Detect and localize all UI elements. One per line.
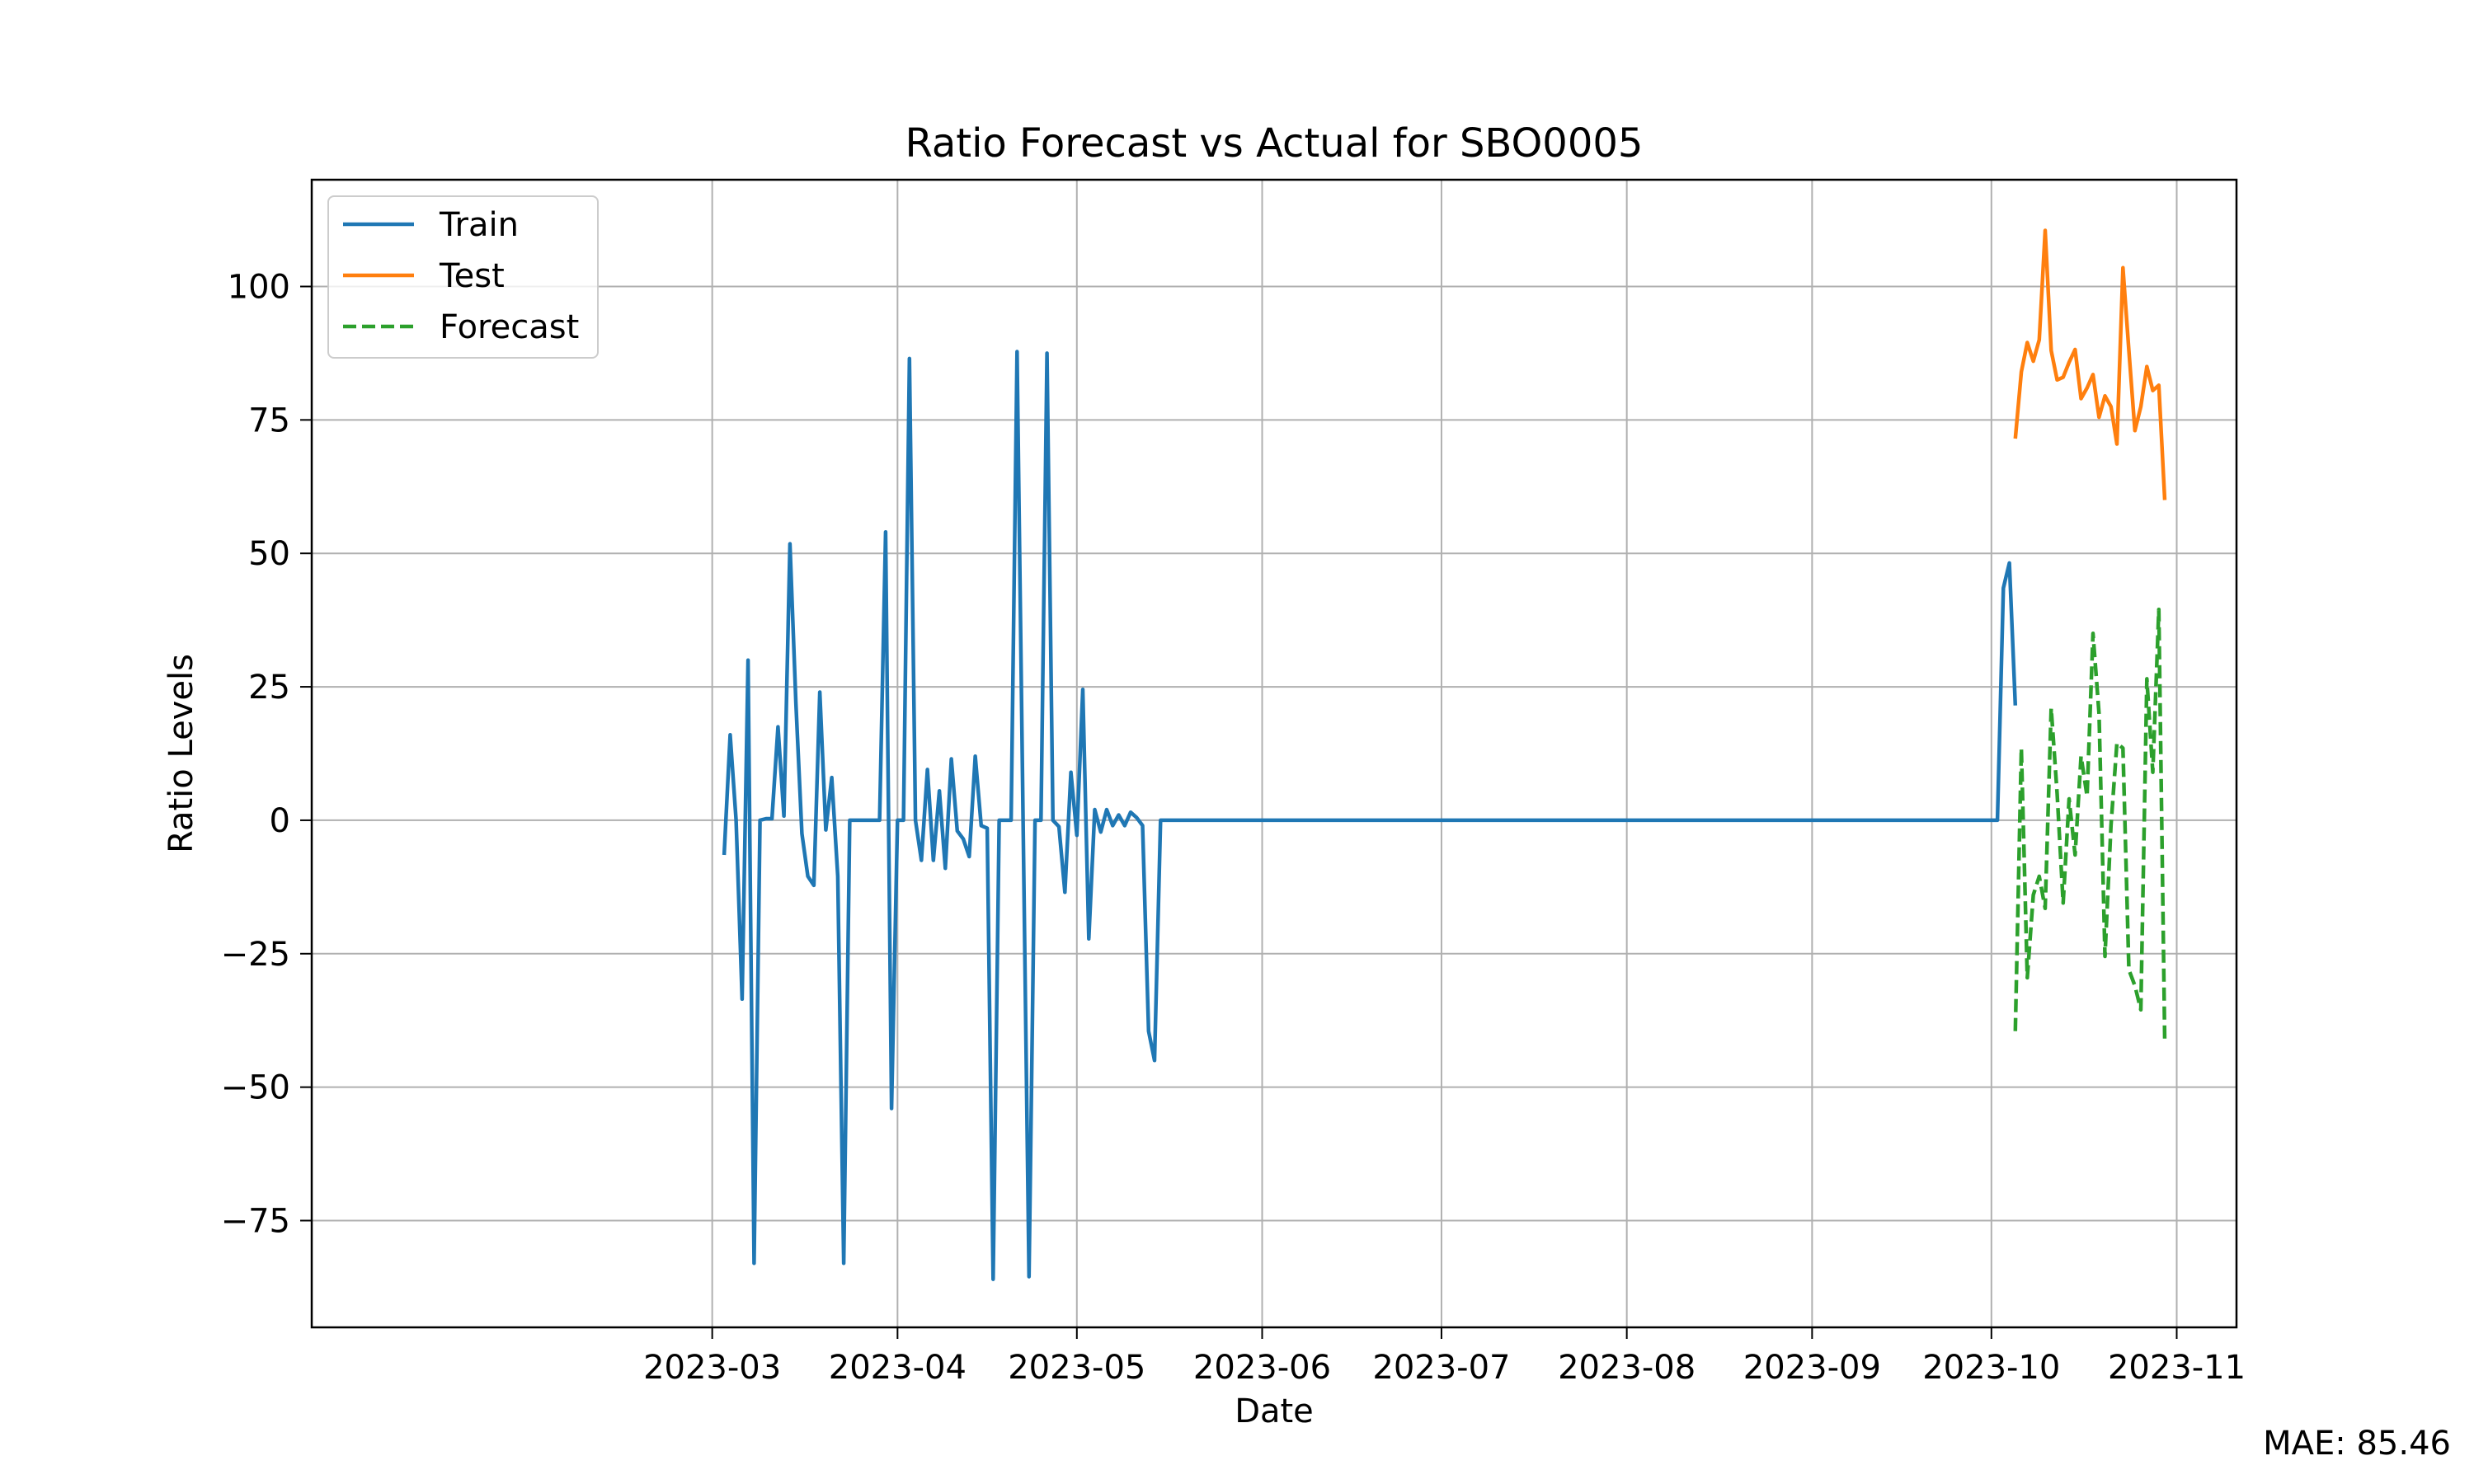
series-line-train: [722, 350, 2018, 1281]
x-tick-label: 2023-04: [829, 1349, 967, 1387]
legend-label-test: Test: [439, 257, 505, 295]
x-tick-label: 2023-11: [2108, 1349, 2246, 1387]
x-tick-label: 2023-10: [1922, 1349, 2060, 1387]
x-axis-label: Date: [1235, 1392, 1314, 1430]
legend-label-forecast: Forecast: [440, 308, 579, 346]
y-tick-label: 50: [248, 535, 290, 573]
x-axis-ticks: 2023-03 2023-04 2023-05 2023-06 2023-07 2023-…: [643, 1327, 2246, 1387]
y-tick-label: −75: [221, 1203, 290, 1241]
y-tick-label: −50: [221, 1069, 290, 1107]
grid-lines: [312, 180, 2236, 1327]
legend-label-train: Train: [439, 206, 519, 244]
y-axis-label: Ratio Levels: [162, 654, 200, 853]
y-tick-label: 25: [248, 669, 290, 707]
series-line-forecast: [2013, 607, 2167, 1042]
x-tick-label: 2023-08: [1558, 1349, 1696, 1387]
y-tick-label: 100: [228, 268, 290, 306]
x-tick-label: 2023-07: [1372, 1349, 1510, 1387]
x-tick-label: 2023-06: [1193, 1349, 1331, 1387]
series-lines: [722, 228, 2167, 1281]
mae-label: MAE: 85.46: [2263, 1425, 2451, 1463]
x-tick-label: 2023-03: [643, 1349, 781, 1387]
y-tick-label: 0: [270, 802, 290, 840]
legend: Train Test Forecast: [327, 195, 599, 359]
y-axis-ticks: −75 −50 −25 0 25 50 75 100: [221, 268, 312, 1241]
y-tick-label: −25: [221, 936, 290, 974]
chart-title: Ratio Forecast vs Actual for SBO0005: [905, 120, 1644, 167]
y-tick-label: 75: [248, 402, 290, 439]
legend-box: [327, 195, 599, 359]
x-tick-label: 2023-09: [1743, 1349, 1881, 1387]
series-line-test: [2013, 228, 2167, 500]
plot-frame: [310, 178, 2238, 1329]
x-tick-label: 2023-05: [1008, 1349, 1145, 1387]
